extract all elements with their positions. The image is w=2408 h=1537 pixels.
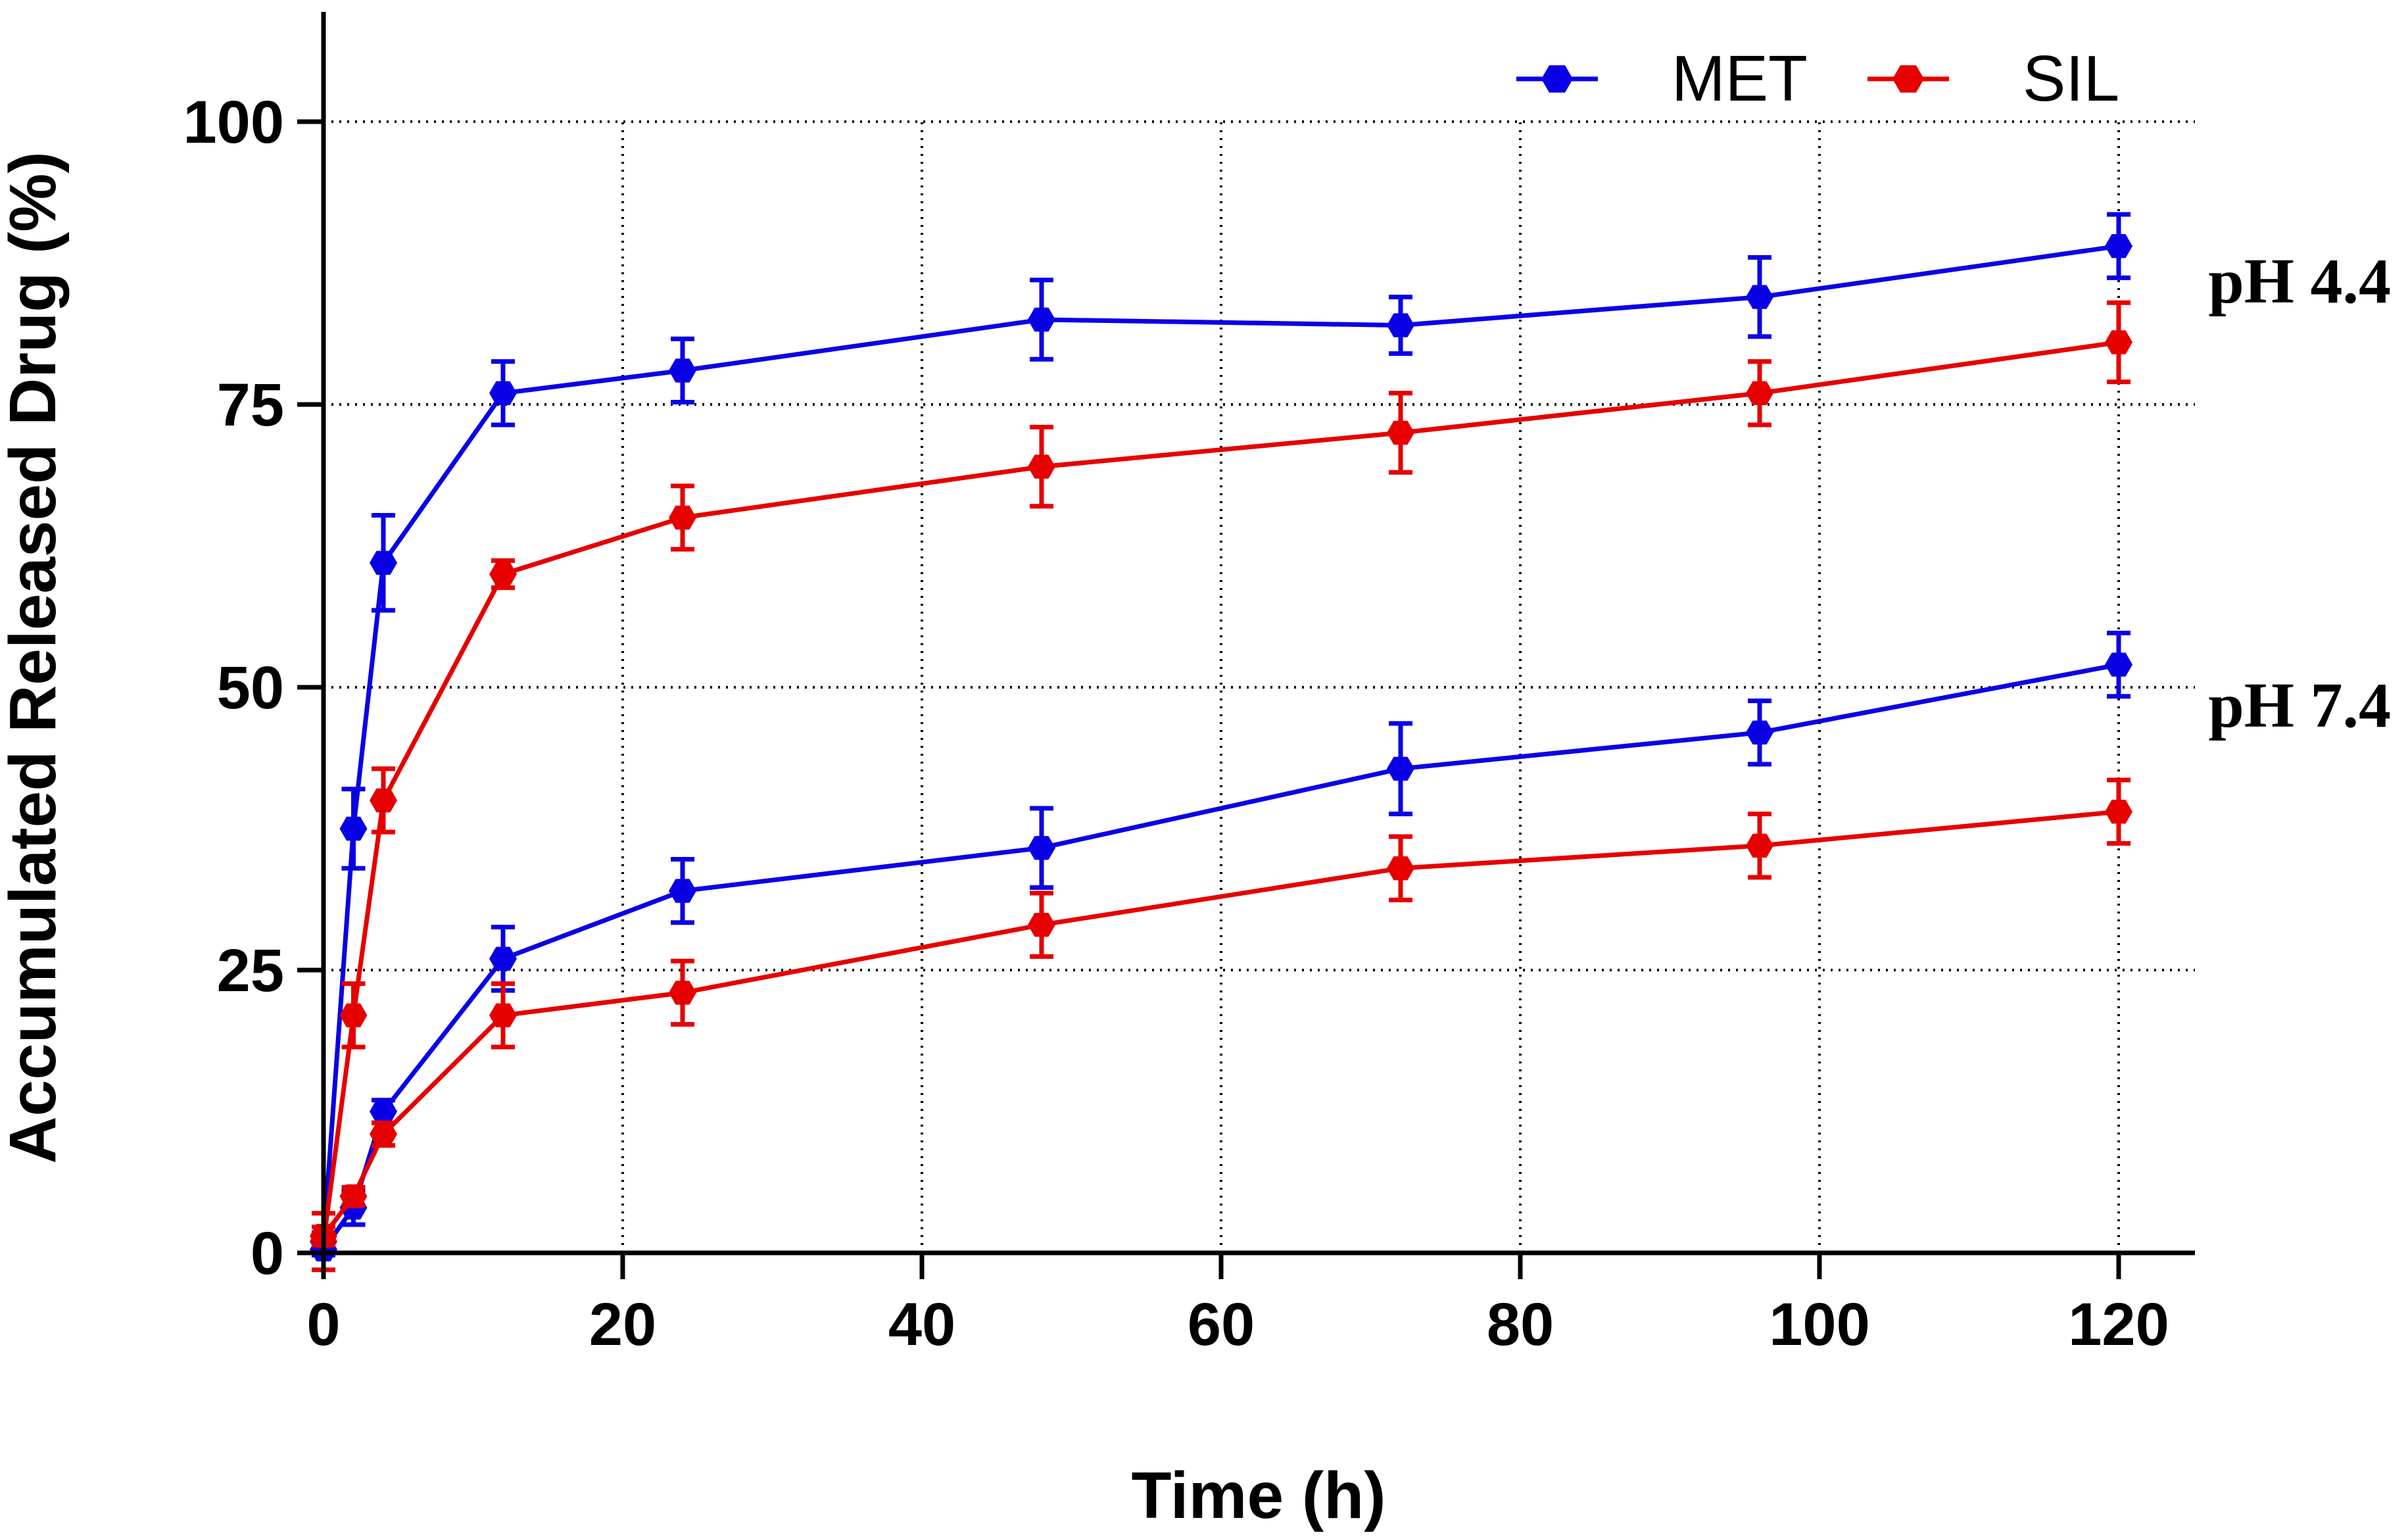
legend-marker [1892, 65, 1924, 93]
data-point [1746, 720, 1773, 744]
annotation-ph-4-4: pH 4.4 [2208, 246, 2391, 317]
x-tick-label: 80 [1487, 1291, 1554, 1358]
legend-label: SIL [2023, 42, 2119, 114]
data-point [370, 1122, 397, 1146]
x-tick-label: 120 [2068, 1291, 2169, 1358]
data-point [669, 981, 696, 1005]
data-point [489, 1003, 517, 1027]
legend-label: MET [1672, 42, 1808, 114]
series-layer [310, 212, 2132, 1273]
data-point [1028, 836, 1055, 860]
legend: MET SIL [1516, 42, 2119, 114]
series-line [322, 662, 2119, 1251]
axes [297, 12, 2195, 1279]
data-point [1746, 833, 1773, 858]
series-met-44 [310, 212, 2132, 1254]
data-point [489, 381, 517, 405]
series-line [321, 339, 2119, 1242]
data-point [2105, 330, 2132, 354]
x-tick-label: 60 [1188, 1291, 1255, 1358]
data-point [1387, 856, 1414, 881]
data-point [2105, 652, 2132, 677]
y-tick-label: 50 [217, 654, 284, 721]
data-point [339, 816, 368, 841]
x-tick-label: 100 [1769, 1291, 1870, 1358]
data-point [1746, 381, 1773, 405]
data-point [489, 562, 517, 587]
data-point [669, 879, 696, 903]
data-point [339, 1003, 368, 1027]
grid [324, 120, 2195, 1253]
series-sil-74 [310, 777, 2132, 1248]
data-point [669, 358, 696, 383]
data-point [1387, 420, 1414, 445]
data-point [370, 1099, 397, 1124]
legend-entry-sil: SIL [1867, 42, 2119, 114]
y-tick-label: 100 [183, 89, 285, 156]
series-met-74 [310, 630, 2132, 1261]
y-tick-label: 75 [217, 372, 284, 439]
annotation-ph-7-4: pH 7.4 [2208, 670, 2391, 741]
data-point [370, 550, 397, 575]
y-axis-title: Accumulated Released Drug (%) [0, 151, 70, 1163]
legend-entry-met: MET [1516, 42, 1808, 114]
series-line [321, 243, 2119, 1242]
data-point [1746, 285, 1773, 309]
data-point [2105, 800, 2132, 824]
y-tick-label: 0 [251, 1220, 284, 1287]
x-tick-label: 20 [589, 1291, 656, 1358]
x-tick-label: 40 [888, 1291, 955, 1358]
data-point [2105, 234, 2132, 258]
data-point [1387, 313, 1414, 337]
data-point [489, 946, 517, 971]
data-point [370, 788, 397, 813]
data-point [1028, 913, 1055, 937]
data-point [669, 505, 696, 530]
y-tick-label: 25 [217, 937, 284, 1004]
data-point [1028, 454, 1055, 479]
x-axis-title: Time (h) [1131, 1459, 1385, 1532]
data-point [1028, 307, 1055, 332]
tick-labels: 0 20 40 60 80 100 120 0 25 50 75 100 [183, 89, 2169, 1358]
annotations: pH 4.4 pH 7.4 [2208, 246, 2391, 741]
data-point [1387, 756, 1414, 781]
x-tick-label: 0 [306, 1291, 340, 1358]
legend-marker [1541, 65, 1573, 93]
data-point [339, 1184, 368, 1209]
